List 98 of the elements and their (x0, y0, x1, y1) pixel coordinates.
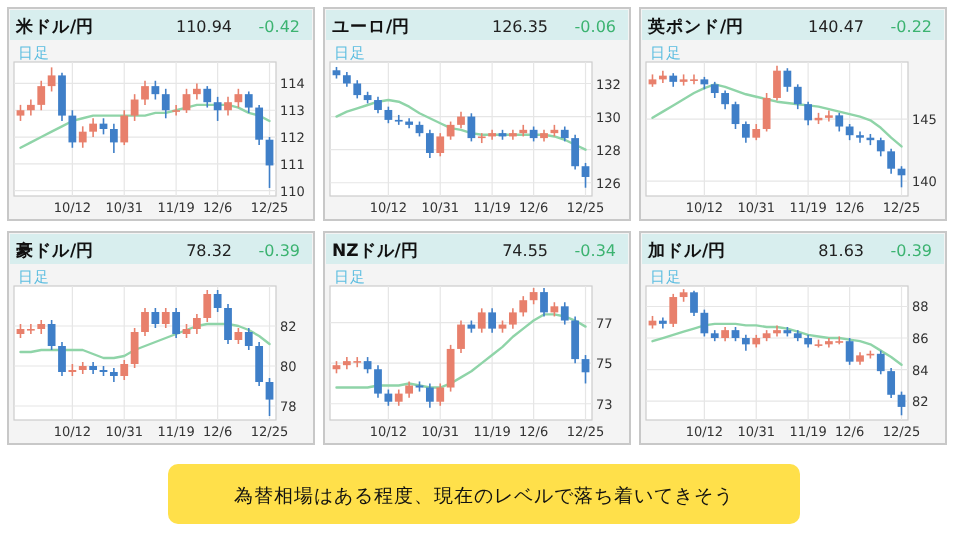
candlestick (141, 79, 149, 106)
chart-title: 英ポンド/円 (646, 16, 745, 38)
candlestick (824, 109, 833, 123)
candlestick (845, 337, 854, 366)
candlestick (876, 349, 885, 376)
text: 78.32 (186, 242, 232, 260)
candlestick (47, 319, 56, 351)
candlestick (690, 289, 698, 317)
candlestick (120, 109, 129, 146)
candlestick (141, 307, 149, 337)
candlestick (151, 79, 160, 101)
chart-title: ユーロ/円 (332, 16, 411, 38)
candlestick (446, 344, 455, 393)
candlestick (374, 364, 382, 399)
candlestick (255, 341, 264, 387)
text: -0.22 (890, 18, 932, 36)
candlestick (477, 132, 486, 144)
candlestick (172, 307, 181, 339)
candlestick (669, 293, 678, 328)
text: -0.42 (258, 18, 300, 36)
text: 為替相場はある程度、現在のレベルで落ち着いてきそう (234, 484, 734, 508)
candlestick (244, 327, 253, 351)
candlestick (540, 287, 548, 318)
chart-title: NZドル/円 (332, 240, 419, 262)
candlestick (37, 79, 46, 112)
text: 81.63 (818, 242, 864, 260)
candlestick (224, 96, 232, 117)
candlestick (519, 295, 528, 318)
candlestick (425, 382, 434, 409)
candlestick (394, 114, 403, 126)
line-series (651, 83, 903, 148)
candlestick (109, 122, 118, 154)
candlestick (731, 100, 740, 130)
chart-title: 米ドル/円 (14, 16, 95, 38)
candlestick (783, 67, 792, 93)
candlestick (130, 93, 139, 122)
candlestick (793, 83, 802, 110)
candlestick (151, 307, 160, 329)
candlestick (58, 71, 66, 122)
candlestick (560, 301, 569, 326)
candlestick (265, 377, 274, 417)
candlestick (446, 120, 455, 141)
candlestick (571, 315, 580, 364)
candlestick (47, 66, 56, 93)
candlestick (467, 112, 476, 143)
text: 140.47 (808, 18, 864, 36)
candlestick (700, 308, 709, 338)
candlestick (192, 82, 201, 101)
candlestick (425, 129, 434, 159)
text: -0.34 (574, 242, 616, 260)
text: 74.55 (502, 242, 548, 260)
candlestick (457, 319, 465, 354)
candlestick (835, 112, 844, 133)
candlestick (762, 92, 771, 133)
candlestick (182, 88, 191, 114)
candlestick (68, 109, 77, 149)
candlestick (887, 148, 896, 175)
candlestick (488, 307, 497, 334)
text: -0.39 (258, 242, 300, 260)
candlestick (213, 289, 222, 313)
candlestick (213, 96, 222, 122)
candlestick (436, 132, 445, 158)
line-series (651, 322, 903, 367)
candlestick (109, 367, 118, 383)
candlestick (887, 367, 896, 399)
candlestick (130, 327, 139, 369)
candlestick (203, 85, 212, 109)
candlestick (721, 89, 730, 110)
candlestick (436, 382, 445, 407)
candlestick (192, 313, 201, 335)
candlestick (161, 88, 170, 120)
candlestick (741, 120, 750, 144)
candlestick (224, 303, 232, 345)
text: 110.94 (176, 18, 232, 36)
candlestick (804, 100, 813, 127)
candlestick (581, 162, 590, 189)
candlestick (89, 117, 98, 138)
candlestick (244, 90, 253, 114)
candlestick (172, 104, 181, 117)
text: -0.06 (574, 18, 616, 36)
text: 126.35 (492, 18, 548, 36)
candlestick (255, 104, 264, 146)
candlestick (876, 136, 885, 158)
candlestick (58, 341, 66, 377)
candlestick (120, 359, 129, 381)
candlestick (508, 307, 517, 330)
candlestick (78, 125, 87, 149)
candlestick (353, 79, 362, 100)
candlestick (477, 307, 486, 334)
text: -0.39 (890, 242, 932, 260)
candlestick (203, 289, 212, 323)
candlestick (161, 307, 170, 329)
candlestick (234, 88, 243, 109)
candlestick (856, 130, 864, 144)
chart-title: 加ドル/円 (646, 240, 727, 262)
candlestick (571, 133, 580, 171)
chart-title: 豪ドル/円 (14, 240, 95, 262)
candlestick (773, 64, 781, 102)
